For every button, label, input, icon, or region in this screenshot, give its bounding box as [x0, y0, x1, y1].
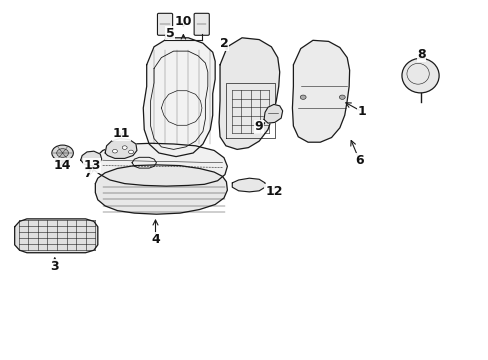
Text: 4: 4 — [151, 233, 160, 246]
Text: 14: 14 — [54, 159, 71, 172]
FancyBboxPatch shape — [194, 13, 209, 35]
Text: 7: 7 — [82, 167, 91, 180]
Text: 6: 6 — [354, 154, 363, 167]
Circle shape — [112, 149, 117, 153]
Circle shape — [339, 95, 345, 99]
Circle shape — [300, 95, 305, 99]
Text: 3: 3 — [50, 260, 59, 273]
Polygon shape — [219, 38, 279, 149]
Polygon shape — [105, 139, 137, 158]
Polygon shape — [232, 178, 264, 192]
FancyBboxPatch shape — [157, 13, 172, 35]
Circle shape — [52, 145, 73, 161]
Text: 2: 2 — [219, 37, 228, 50]
Text: 13: 13 — [83, 159, 101, 172]
Ellipse shape — [401, 58, 438, 93]
Polygon shape — [81, 151, 102, 166]
Text: 12: 12 — [264, 185, 282, 198]
Circle shape — [128, 150, 133, 154]
Text: 10: 10 — [174, 15, 192, 28]
Polygon shape — [264, 104, 282, 123]
Text: 8: 8 — [416, 48, 425, 61]
Polygon shape — [15, 219, 98, 253]
Polygon shape — [143, 38, 215, 157]
Text: 9: 9 — [254, 120, 263, 133]
Text: 1: 1 — [357, 105, 366, 118]
Text: 11: 11 — [112, 127, 130, 140]
Polygon shape — [292, 40, 349, 142]
Circle shape — [57, 149, 68, 157]
Polygon shape — [93, 143, 227, 186]
Text: 5: 5 — [165, 27, 174, 40]
Polygon shape — [95, 165, 227, 214]
Circle shape — [122, 146, 127, 149]
